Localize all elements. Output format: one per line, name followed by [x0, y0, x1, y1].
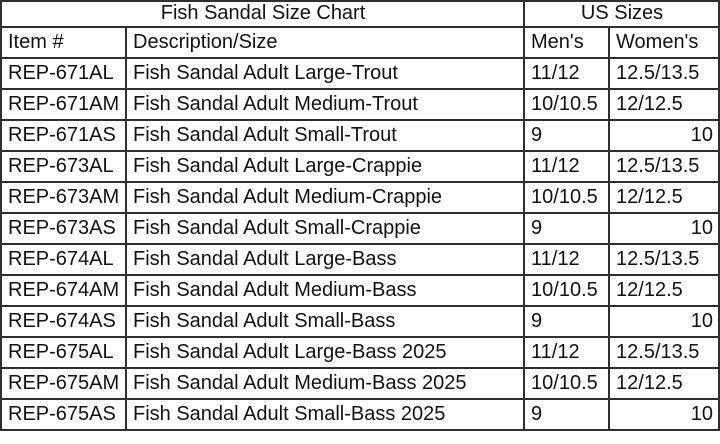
- item-cell: REP-673AS: [0, 212, 127, 245]
- description-cell: Fish Sandal Adult Large-Crappie: [124, 150, 526, 183]
- mens-size-cell: 11/12: [523, 336, 611, 369]
- table-row: REP-674AL Fish Sandal Adult Large-Bass 1…: [0, 243, 720, 276]
- mens-size-cell: 11/12: [523, 243, 611, 276]
- description-cell: Fish Sandal Adult Large-Bass 2025: [124, 336, 526, 369]
- item-cell: REP-671AL: [0, 57, 127, 90]
- description-cell: Fish Sandal Adult Small-Trout: [124, 119, 526, 152]
- item-cell: REP-673AL: [0, 150, 127, 183]
- mens-size-cell: 10/10.5: [523, 88, 611, 121]
- table-row: REP-675AM Fish Sandal Adult Medium-Bass …: [0, 367, 720, 400]
- column-header-mens: Men's: [523, 26, 611, 59]
- item-cell: REP-673AM: [0, 181, 127, 214]
- womens-size-cell: 12.5/13.5: [608, 57, 720, 90]
- description-cell: Fish Sandal Adult Large-Bass: [124, 243, 526, 276]
- column-header-item: Item #: [0, 26, 127, 59]
- table-row: REP-673AS Fish Sandal Adult Small-Crappi…: [0, 212, 720, 245]
- womens-size-cell: 12.5/13.5: [608, 150, 720, 183]
- description-cell: Fish Sandal Adult Large-Trout: [124, 57, 526, 90]
- table-row: REP-671AL Fish Sandal Adult Large-Trout …: [0, 57, 720, 90]
- title-row: Fish Sandal Size Chart US Sizes: [0, 0, 720, 28]
- description-cell: Fish Sandal Adult Small-Bass: [124, 305, 526, 338]
- table-title: Fish Sandal Size Chart: [0, 0, 526, 28]
- table-row: REP-671AS Fish Sandal Adult Small-Trout …: [0, 119, 720, 152]
- item-cell: REP-671AS: [0, 119, 127, 152]
- column-header-description: Description/Size: [124, 26, 526, 59]
- size-chart-table: Fish Sandal Size Chart US Sizes Item # D…: [0, 0, 720, 431]
- item-cell: REP-674AS: [0, 305, 127, 338]
- table-row: REP-674AM Fish Sandal Adult Medium-Bass …: [0, 274, 720, 307]
- mens-size-cell: 10/10.5: [523, 367, 611, 400]
- womens-size-cell: 12.5/13.5: [608, 336, 720, 369]
- description-cell: Fish Sandal Adult Small-Crappie: [124, 212, 526, 245]
- description-cell: Fish Sandal Adult Medium-Trout: [124, 88, 526, 121]
- table-row: REP-675AL Fish Sandal Adult Large-Bass 2…: [0, 336, 720, 369]
- item-cell: REP-671AM: [0, 88, 127, 121]
- womens-size-cell: 10: [608, 212, 720, 245]
- description-cell: Fish Sandal Adult Small-Bass 2025: [124, 398, 526, 431]
- table-row: REP-671AM Fish Sandal Adult Medium-Trout…: [0, 88, 720, 121]
- description-cell: Fish Sandal Adult Medium-Bass: [124, 274, 526, 307]
- mens-size-cell: 9: [523, 119, 611, 152]
- womens-size-cell: 10: [608, 119, 720, 152]
- table-row: REP-674AS Fish Sandal Adult Small-Bass 9…: [0, 305, 720, 338]
- womens-size-cell: 10: [608, 398, 720, 431]
- table-row: REP-673AL Fish Sandal Adult Large-Crappi…: [0, 150, 720, 183]
- mens-size-cell: 9: [523, 305, 611, 338]
- mens-size-cell: 9: [523, 398, 611, 431]
- column-header-row: Item # Description/Size Men's Women's: [0, 26, 720, 59]
- womens-size-cell: 10: [608, 305, 720, 338]
- item-cell: REP-674AL: [0, 243, 127, 276]
- mens-size-cell: 9: [523, 212, 611, 245]
- description-cell: Fish Sandal Adult Medium-Crappie: [124, 181, 526, 214]
- item-cell: REP-675AL: [0, 336, 127, 369]
- item-cell: REP-674AM: [0, 274, 127, 307]
- us-sizes-header: US Sizes: [523, 0, 720, 28]
- womens-size-cell: 12.5/13.5: [608, 243, 720, 276]
- mens-size-cell: 11/12: [523, 150, 611, 183]
- item-cell: REP-675AS: [0, 398, 127, 431]
- womens-size-cell: 12/12.5: [608, 367, 720, 400]
- mens-size-cell: 10/10.5: [523, 181, 611, 214]
- womens-size-cell: 12/12.5: [608, 181, 720, 214]
- item-cell: REP-675AM: [0, 367, 127, 400]
- womens-size-cell: 12/12.5: [608, 88, 720, 121]
- description-cell: Fish Sandal Adult Medium-Bass 2025: [124, 367, 526, 400]
- mens-size-cell: 10/10.5: [523, 274, 611, 307]
- table-row: REP-675AS Fish Sandal Adult Small-Bass 2…: [0, 398, 720, 431]
- mens-size-cell: 11/12: [523, 57, 611, 90]
- table-row: REP-673AM Fish Sandal Adult Medium-Crapp…: [0, 181, 720, 214]
- womens-size-cell: 12/12.5: [608, 274, 720, 307]
- column-header-womens: Women's: [608, 26, 720, 59]
